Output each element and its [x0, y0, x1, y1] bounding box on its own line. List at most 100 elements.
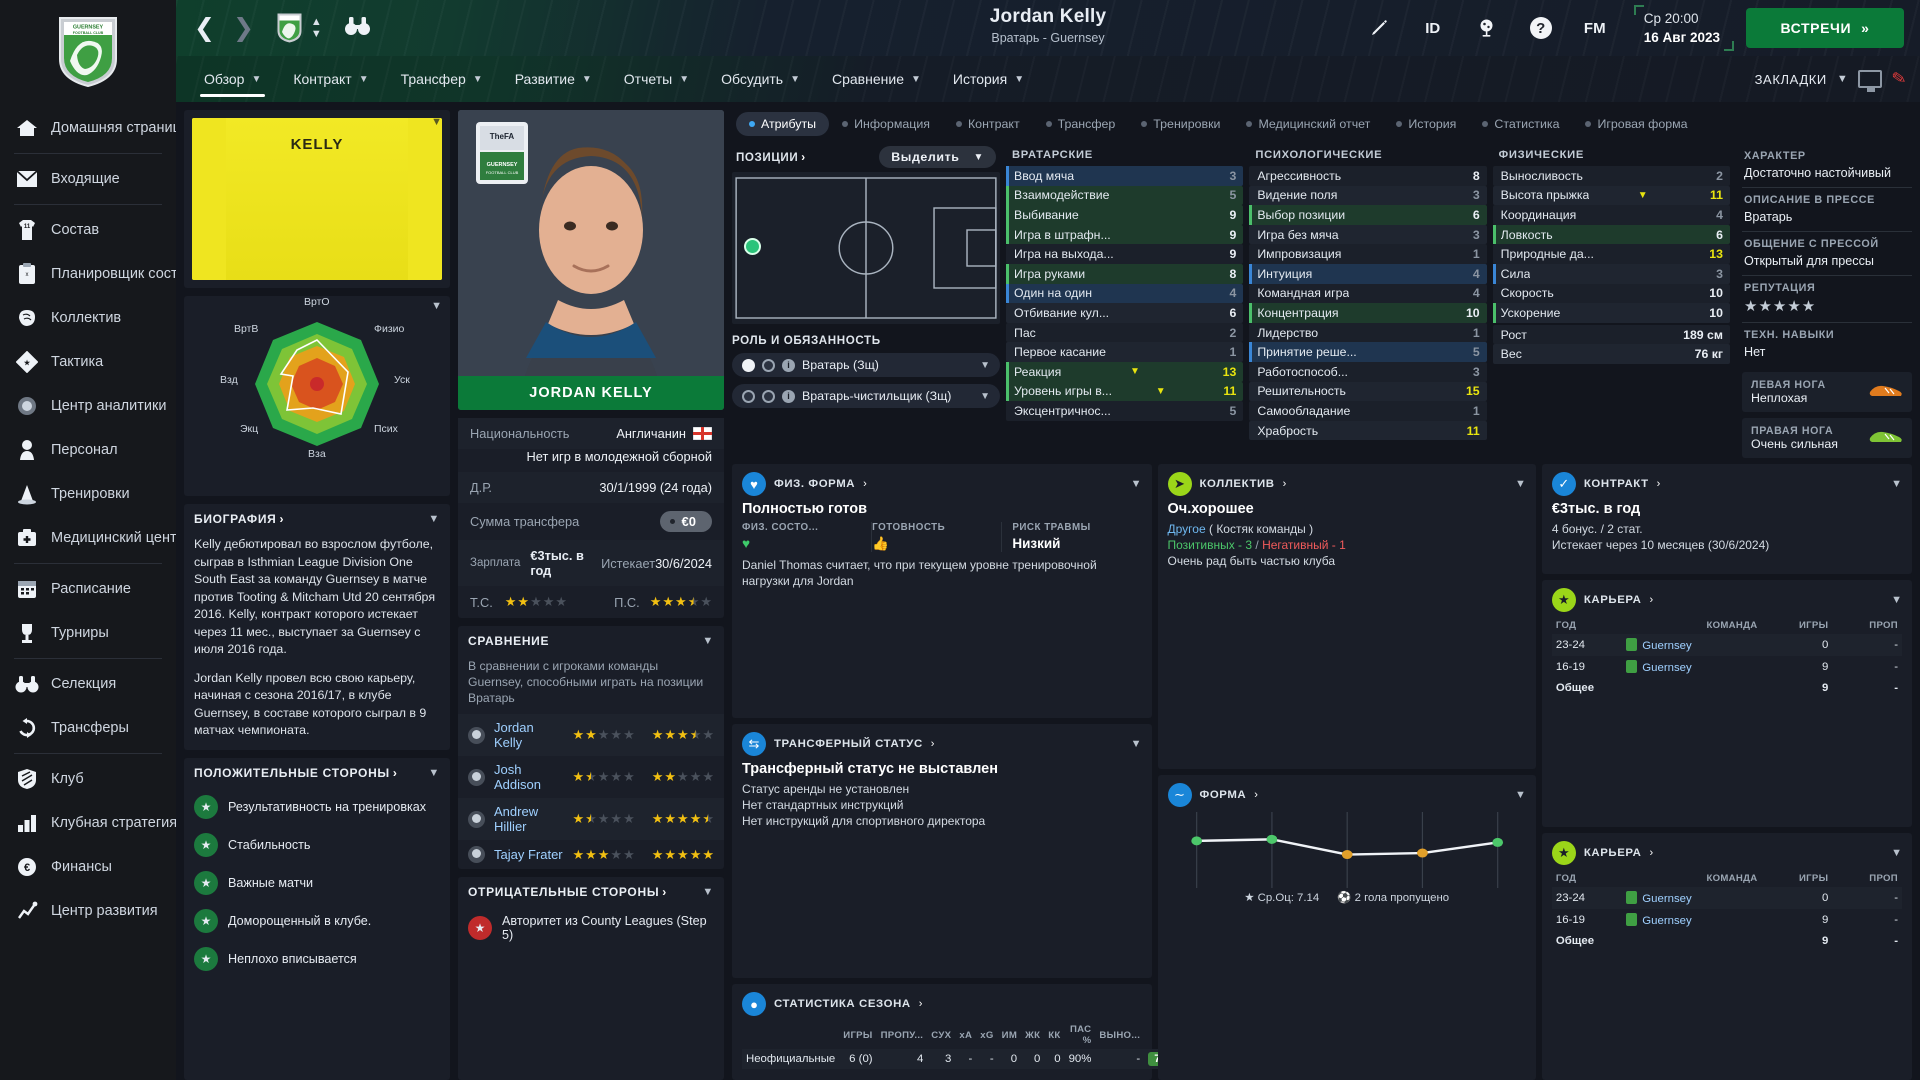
- comparison-row[interactable]: Tajay Frater ★ ★ ★ ★ ★ ★ ★ ★ ★ ★: [458, 840, 724, 869]
- weaknesses-header[interactable]: ОТРИЦАТЕЛЬНЫЕ СТОРОНЫ › ▼: [458, 877, 724, 907]
- chevron-down-icon[interactable]: ▼: [980, 390, 990, 402]
- scout-search-button[interactable]: [344, 16, 371, 41]
- column-header[interactable]: xA: [959, 1029, 973, 1041]
- back-button[interactable]: ❮: [194, 13, 215, 42]
- bookmarks-button[interactable]: ЗАКЛАДКИ: [1754, 71, 1827, 87]
- sidebar-item-17[interactable]: Центр развития: [0, 889, 176, 933]
- subnav-item-5[interactable]: Обсудить ▼: [705, 56, 816, 102]
- subnav-item-0[interactable]: Обзор ▼: [188, 56, 277, 102]
- subnav-item-4[interactable]: Отчеты ▼: [608, 56, 705, 102]
- column-header[interactable]: ИГРЫ: [1798, 873, 1829, 884]
- sidebar-item-3[interactable]: x Планировщик сост...: [0, 252, 176, 296]
- chevron-down-icon[interactable]: ▼: [1130, 478, 1142, 490]
- chevron-down-icon[interactable]: ▼: [1514, 789, 1526, 801]
- info-icon[interactable]: i: [782, 389, 795, 403]
- table-row[interactable]: 16-19 Guernsey 9 -: [1552, 656, 1902, 678]
- sidebar-item-4[interactable]: Коллектив: [0, 296, 176, 340]
- sidebar-item-8[interactable]: Тренировки: [0, 472, 176, 516]
- tab-0[interactable]: Атрибуты: [736, 112, 830, 136]
- sidebar-item-2[interactable]: 11 Состав: [0, 208, 176, 252]
- sidebar-item-13[interactable]: Трансферы: [0, 706, 176, 750]
- chevron-down-icon[interactable]: ▼: [428, 513, 440, 525]
- sidebar-item-7[interactable]: Персонал: [0, 428, 176, 472]
- comparison-row[interactable]: Josh Addison ★ ★ ★ ★ ★ ★ ★ ★ ★ ★: [458, 756, 724, 798]
- sidebar-item-5[interactable]: ★ Тактика: [0, 340, 176, 384]
- subnav-item-1[interactable]: Контракт ▼: [277, 56, 384, 102]
- tab-2[interactable]: Контракт: [943, 112, 1033, 136]
- column-header[interactable]: ПРОПУ...: [880, 1029, 924, 1041]
- chevron-down-icon[interactable]: ▼: [1891, 847, 1902, 859]
- column-header[interactable]: ЖК: [1025, 1029, 1041, 1041]
- column-header[interactable]: КОМАНДА: [1706, 620, 1758, 631]
- continue-button[interactable]: ВСТРЕЧИ »: [1746, 8, 1904, 48]
- column-header[interactable]: СУХ: [931, 1029, 952, 1041]
- column-header[interactable]: ИГРЫ: [1798, 620, 1829, 631]
- subnav-item-3[interactable]: Развитие ▼: [499, 56, 608, 102]
- sidebar-item-1[interactable]: Входящие: [0, 157, 176, 201]
- chevron-down-icon[interactable]: ▼: [1836, 73, 1848, 85]
- column-header[interactable]: ПРОП: [1869, 873, 1898, 884]
- sidebar-item-16[interactable]: € Финансы: [0, 845, 176, 889]
- role-row-0[interactable]: i Вратарь (Зщ) ▼: [732, 353, 1000, 377]
- sidebar-item-9[interactable]: Медицинский центр: [0, 516, 176, 560]
- column-header[interactable]: xG: [980, 1029, 994, 1041]
- chevron-down-icon[interactable]: ▼: [980, 359, 990, 371]
- chevron-down-icon[interactable]: ▼: [1891, 478, 1902, 490]
- table-row[interactable]: 16-19 Guernsey 9 -: [1552, 909, 1902, 931]
- column-header[interactable]: ИГРЫ: [843, 1029, 873, 1041]
- strengths-header[interactable]: ПОЛОЖИТЕЛЬНЫЕ СТОРОНЫ › ▼: [184, 758, 450, 788]
- comparison-header[interactable]: СРАВНЕНИЕ ▼: [458, 626, 724, 656]
- tab-3[interactable]: Трансфер: [1033, 112, 1129, 136]
- sidebar-item-15[interactable]: Клубная стратегия: [0, 801, 176, 845]
- stepper-up-icon[interactable]: ▲: [310, 15, 322, 28]
- chevron-down-icon[interactable]: ▼: [702, 635, 714, 647]
- tab-5[interactable]: Медицинский отчет: [1233, 112, 1383, 136]
- comparison-row[interactable]: Jordan Kelly ★ ★ ★ ★ ★ ★ ★ ★ ★ ★: [458, 714, 724, 756]
- table-row[interactable]: 23-24 Guernsey 0 -: [1551, 887, 1902, 909]
- table-row[interactable]: 23-24 Guernsey 0 -: [1551, 634, 1902, 656]
- subnav-item-2[interactable]: Трансфер ▼: [385, 56, 499, 102]
- tab-1[interactable]: Информация: [829, 112, 943, 136]
- tab-8[interactable]: Игровая форма: [1572, 112, 1700, 136]
- chevron-down-icon[interactable]: ▼: [428, 766, 440, 779]
- chevron-down-icon[interactable]: ▼: [702, 886, 714, 898]
- info-icon[interactable]: i: [782, 358, 795, 372]
- column-header[interactable]: [742, 1021, 839, 1049]
- sidebar-item-11[interactable]: Турниры: [0, 611, 176, 655]
- edit-player-button[interactable]: [1352, 0, 1406, 56]
- topbar-club-crest-icon[interactable]: [276, 12, 303, 44]
- column-header[interactable]: ИМ: [1001, 1029, 1018, 1041]
- highlight-select[interactable]: Выделить ▼: [879, 146, 996, 168]
- column-header[interactable]: ГОД: [1555, 873, 1577, 884]
- player-stepper[interactable]: ▲ ▼: [310, 15, 322, 40]
- subnav-item-7[interactable]: История ▼: [937, 56, 1040, 102]
- comparison-row[interactable]: Andrew Hillier ★ ★ ★ ★ ★ ★ ★ ★ ★ ★: [458, 798, 724, 840]
- position-marker-gk[interactable]: [744, 238, 761, 255]
- column-header[interactable]: ВЫНО...: [1099, 1029, 1141, 1041]
- chevron-down-icon[interactable]: ▼: [1130, 738, 1142, 750]
- monitor-icon[interactable]: [1857, 70, 1882, 92]
- column-header[interactable]: КОМАНДА: [1706, 873, 1758, 884]
- globe-button[interactable]: [1460, 0, 1514, 56]
- club-badge[interactable]: GUERNSEY FOOTBALL CLUB: [0, 0, 176, 104]
- player-id-button[interactable]: ID: [1425, 19, 1441, 37]
- subnav-item-6[interactable]: Сравнение ▼: [816, 56, 937, 102]
- column-header[interactable]: ГОД: [1555, 620, 1577, 631]
- column-header[interactable]: ПАС %: [1069, 1024, 1092, 1046]
- column-header[interactable]: ПРОП: [1869, 620, 1898, 631]
- forward-button[interactable]: ❯: [232, 13, 254, 42]
- biography-header[interactable]: БИОГРАФИЯ › ▼: [184, 504, 450, 534]
- sidebar-item-12[interactable]: Селекция: [0, 662, 176, 706]
- role-row-1[interactable]: i Вратарь-чистильщик (Зщ) ▼: [732, 384, 1000, 408]
- sidebar-item-14[interactable]: Клуб: [0, 757, 176, 801]
- chevron-down-icon[interactable]: ▼: [431, 116, 442, 128]
- chevron-down-icon[interactable]: ▼: [1891, 594, 1902, 606]
- tab-6[interactable]: История: [1383, 112, 1469, 136]
- stepper-down-icon[interactable]: ▼: [310, 27, 322, 40]
- help-button[interactable]: ?: [1514, 0, 1568, 56]
- chevron-down-icon[interactable]: ▼: [1514, 478, 1526, 490]
- tab-7[interactable]: Статистика: [1469, 112, 1572, 136]
- sidebar-item-6[interactable]: Центр аналитики: [0, 384, 176, 428]
- tab-4[interactable]: Тренировки: [1128, 112, 1233, 136]
